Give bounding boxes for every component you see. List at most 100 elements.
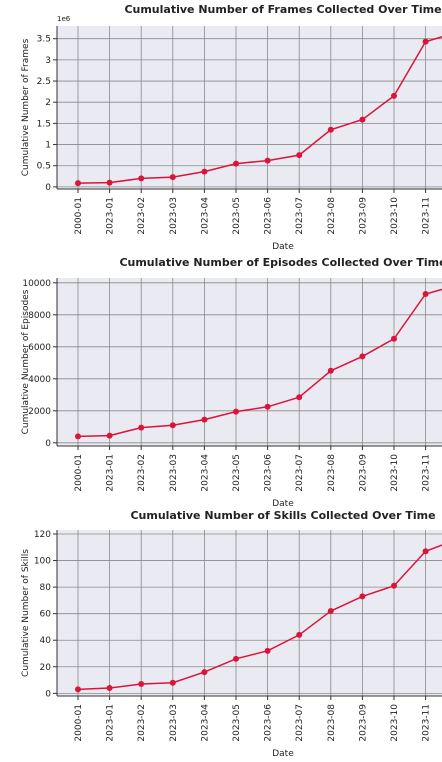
point (201, 669, 208, 676)
x-tick-label: 2023-01 (106, 704, 116, 742)
point (75, 433, 81, 440)
point (106, 179, 113, 186)
y-tick-label: 100 (34, 557, 51, 567)
x-tick-label: 2023-10 (390, 454, 400, 492)
x-axis-label: Date (272, 749, 294, 759)
x-tick-label: 2023-01 (106, 197, 116, 235)
x-axis-label: Date (272, 499, 294, 509)
x-tick-label: 2023-11 (422, 197, 432, 235)
x-axis-label: Date (272, 242, 294, 252)
point (169, 174, 176, 181)
point (75, 180, 81, 187)
y-tick-label: 0 (45, 689, 51, 699)
plot-background (57, 530, 442, 696)
x-tick-label: 2023-08 (327, 454, 337, 492)
point (327, 608, 334, 615)
x-tick-label: 2023-09 (358, 704, 368, 742)
x-tick-label: 2023-03 (169, 704, 179, 742)
point (264, 403, 271, 410)
point (296, 631, 303, 638)
y-axis-label: Cumulative Number of Frames (21, 38, 31, 176)
x-tick-label: 2023-07 (295, 454, 305, 492)
x-tick-label: 2023-05 (232, 197, 242, 235)
point (201, 416, 208, 423)
point (422, 38, 429, 45)
y-tick-label: 0 (45, 439, 51, 449)
point (75, 686, 81, 693)
point (106, 432, 113, 439)
x-tick-label: 2023-09 (358, 454, 368, 492)
x-tick-label: 2023-10 (390, 197, 400, 235)
point (296, 394, 303, 401)
x-tick-label: 2023-05 (232, 704, 242, 742)
point (233, 160, 239, 167)
x-tick-label: 2023-08 (327, 704, 337, 742)
point (391, 92, 397, 99)
point (359, 593, 366, 600)
y-axis-label: Cumulative Number of Episodes (21, 289, 31, 434)
x-tick-label: 2023-01 (106, 454, 116, 492)
x-tick-label: 2023-04 (200, 704, 210, 742)
y-tick-label: 3 (45, 56, 51, 66)
x-tick-label: 2023-06 (264, 704, 274, 742)
point (391, 335, 397, 342)
x-tick-label: 2023-03 (169, 197, 179, 235)
y-tick-label: 4000 (28, 375, 51, 385)
y-tick-label: 0 (45, 183, 51, 193)
point (233, 408, 239, 415)
y-tick-label: 3.5 (37, 35, 51, 45)
point (138, 175, 145, 182)
y-tick-label: 6000 (28, 343, 51, 353)
x-tick-label: 2023-06 (264, 454, 274, 492)
point (327, 126, 334, 133)
x-tick-label: 2023-04 (200, 197, 210, 235)
x-tick-label: 2023-05 (232, 454, 242, 492)
y-tick-label: 40 (40, 636, 52, 646)
y-tick-label: 10000 (22, 279, 51, 289)
x-tick-label: 2023-02 (137, 454, 147, 492)
point (264, 647, 271, 654)
point (201, 168, 208, 175)
x-tick-label: 2000-01 (74, 454, 84, 492)
point (233, 655, 239, 662)
offset-label: 1e6 (57, 15, 71, 23)
x-tick-label: 2023-11 (422, 704, 432, 742)
y-tick-label: 20 (40, 663, 52, 673)
chart-title: Cumulative Number of Episodes Collected … (119, 256, 442, 269)
x-tick-label: 2023-02 (137, 197, 147, 235)
point (106, 685, 113, 692)
chart-title: Cumulative Number of Frames Collected Ov… (124, 3, 441, 16)
y-tick-label: 2 (45, 98, 51, 108)
y-tick-label: 0.5 (37, 162, 51, 172)
x-tick-label: 2000-01 (74, 197, 84, 235)
point (296, 152, 303, 159)
y-axis-label: Cumulative Number of Skills (21, 549, 31, 677)
y-tick-label: 8000 (28, 311, 51, 321)
y-tick-label: 2000 (28, 407, 51, 417)
chart-title: Cumulative Number of Skills Collected Ov… (130, 509, 435, 522)
point (264, 157, 271, 164)
y-tick-label: 2.5 (37, 77, 51, 87)
y-tick-label: 120 (34, 530, 51, 540)
y-tick-label: 1 (45, 141, 51, 151)
x-tick-label: 2023-10 (390, 704, 400, 742)
plot-background (57, 278, 442, 446)
x-tick-label: 2023-09 (358, 197, 368, 235)
y-tick-label: 80 (40, 583, 52, 593)
point (169, 422, 176, 429)
x-tick-label: 2023-07 (295, 197, 305, 235)
point (169, 679, 176, 686)
point (138, 681, 145, 688)
x-tick-label: 2023-02 (137, 704, 147, 742)
y-tick-label: 60 (40, 610, 52, 620)
point (138, 424, 145, 431)
point (422, 548, 429, 555)
point (359, 353, 366, 360)
x-tick-label: 2023-04 (200, 454, 210, 492)
x-tick-label: 2023-06 (264, 197, 274, 235)
plot-background (57, 26, 442, 189)
point (327, 367, 334, 374)
x-tick-label: 2023-11 (422, 454, 432, 492)
